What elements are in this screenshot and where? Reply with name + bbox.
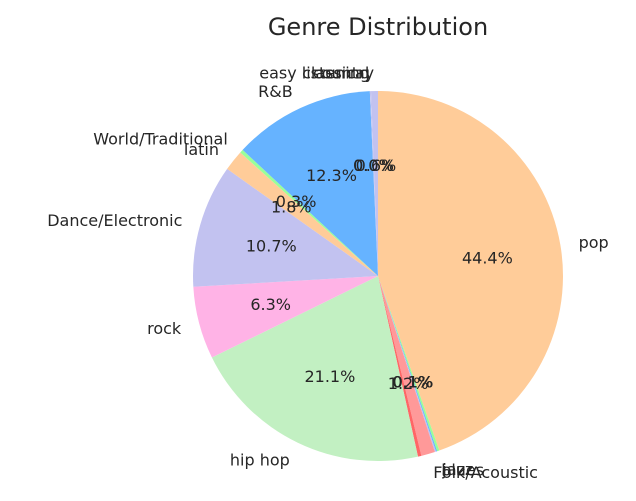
pie-slice-12: [369, 91, 378, 276]
pie-category-label: classical: [302, 64, 369, 83]
pie-percent-label: 10.7%: [246, 236, 297, 255]
pie-slice-3: [378, 276, 436, 453]
pie-slice-4: [378, 276, 435, 456]
pie-slice-9: [227, 152, 378, 276]
pie-category-label: blues: [441, 460, 484, 479]
pie-slice-13: [370, 91, 378, 276]
pie-percent-label: 1.2%: [388, 374, 429, 393]
pie-category-label: rock: [147, 319, 182, 338]
pie-category-label: easy listening: [259, 64, 370, 83]
pie-category-label: hip hop: [230, 450, 290, 469]
pie-slice-8: [193, 168, 378, 287]
pie-percent-labels: 44.4%0.1%0.1%1.2%21.1%6.3%10.7%1.8%0.3%1…: [246, 156, 513, 393]
pie-category-label: country: [313, 64, 374, 83]
pie-percent-label: 21.1%: [304, 367, 355, 386]
pie-percent-label: 6.3%: [250, 295, 291, 314]
pie-category-label: Dance/Electronic: [47, 211, 182, 230]
pie-percent-label: 0.3%: [276, 192, 317, 211]
pie-slice-11: [242, 91, 378, 277]
pie-category-label: World/Traditional: [93, 130, 228, 149]
pie-category-label: jazz: [441, 460, 473, 479]
pie-percent-label: 0.0%: [353, 156, 394, 175]
pie-slice-14: [370, 90, 378, 276]
pie-slice-10: [240, 149, 378, 276]
pie-category-label: R&B: [258, 82, 293, 101]
pie-slice-7: [193, 276, 378, 358]
pie-slice-6: [211, 276, 418, 462]
pie-percent-label: 0.0%: [353, 156, 394, 175]
pie-percent-label: 1.8%: [271, 198, 312, 217]
pie-percent-label: 44.4%: [462, 248, 513, 267]
pie-slice-2: [378, 276, 438, 452]
pie-percent-label: 0.1%: [393, 372, 434, 391]
pie-slice-0: [378, 91, 563, 451]
chart-title: Genre Distribution: [268, 13, 488, 41]
pie-category-label: Folk/Acoustic: [433, 463, 538, 482]
pie-slice-1: [378, 276, 440, 452]
pie-slice-5: [378, 276, 422, 457]
pie-slices: [193, 90, 563, 462]
pie-category-label: pop: [579, 233, 609, 252]
pie-category-label: latin: [184, 140, 219, 159]
pie-percent-label: 0.6%: [356, 156, 397, 175]
pie-percent-label: 12.3%: [306, 166, 357, 185]
pie-percent-label: 0.1%: [392, 373, 433, 392]
